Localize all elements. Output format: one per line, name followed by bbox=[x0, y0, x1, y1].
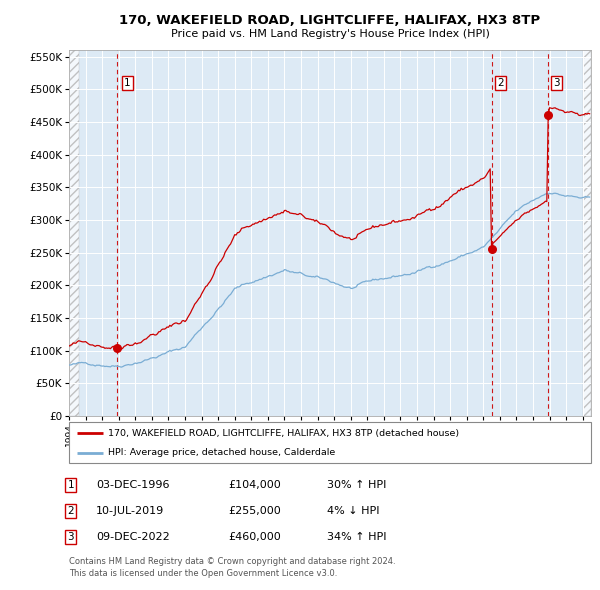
Text: Price paid vs. HM Land Registry's House Price Index (HPI): Price paid vs. HM Land Registry's House … bbox=[170, 30, 490, 39]
Text: 09-DEC-2022: 09-DEC-2022 bbox=[96, 532, 170, 542]
Point bbox=[113, 343, 122, 353]
Text: This data is licensed under the Open Government Licence v3.0.: This data is licensed under the Open Gov… bbox=[69, 569, 337, 578]
Text: 4% ↓ HPI: 4% ↓ HPI bbox=[327, 506, 380, 516]
Text: 2: 2 bbox=[67, 506, 74, 516]
Text: 2: 2 bbox=[497, 78, 504, 88]
Text: 1: 1 bbox=[124, 78, 131, 88]
Text: 3: 3 bbox=[553, 78, 560, 88]
Text: 34% ↑ HPI: 34% ↑ HPI bbox=[327, 532, 386, 542]
Text: 3: 3 bbox=[67, 532, 74, 542]
Text: 170, WAKEFIELD ROAD, LIGHTCLIFFE, HALIFAX, HX3 8TP: 170, WAKEFIELD ROAD, LIGHTCLIFFE, HALIFA… bbox=[119, 14, 541, 27]
Text: £460,000: £460,000 bbox=[228, 532, 281, 542]
Text: 30% ↑ HPI: 30% ↑ HPI bbox=[327, 480, 386, 490]
Text: 03-DEC-1996: 03-DEC-1996 bbox=[96, 480, 170, 490]
Text: £255,000: £255,000 bbox=[228, 506, 281, 516]
Text: £104,000: £104,000 bbox=[228, 480, 281, 490]
Point bbox=[487, 245, 497, 254]
Text: 10-JUL-2019: 10-JUL-2019 bbox=[96, 506, 164, 516]
Text: 170, WAKEFIELD ROAD, LIGHTCLIFFE, HALIFAX, HX3 8TP (detached house): 170, WAKEFIELD ROAD, LIGHTCLIFFE, HALIFA… bbox=[108, 429, 459, 438]
Text: 1: 1 bbox=[67, 480, 74, 490]
Point bbox=[544, 111, 553, 120]
Text: HPI: Average price, detached house, Calderdale: HPI: Average price, detached house, Cald… bbox=[108, 448, 335, 457]
Text: Contains HM Land Registry data © Crown copyright and database right 2024.: Contains HM Land Registry data © Crown c… bbox=[69, 557, 395, 566]
